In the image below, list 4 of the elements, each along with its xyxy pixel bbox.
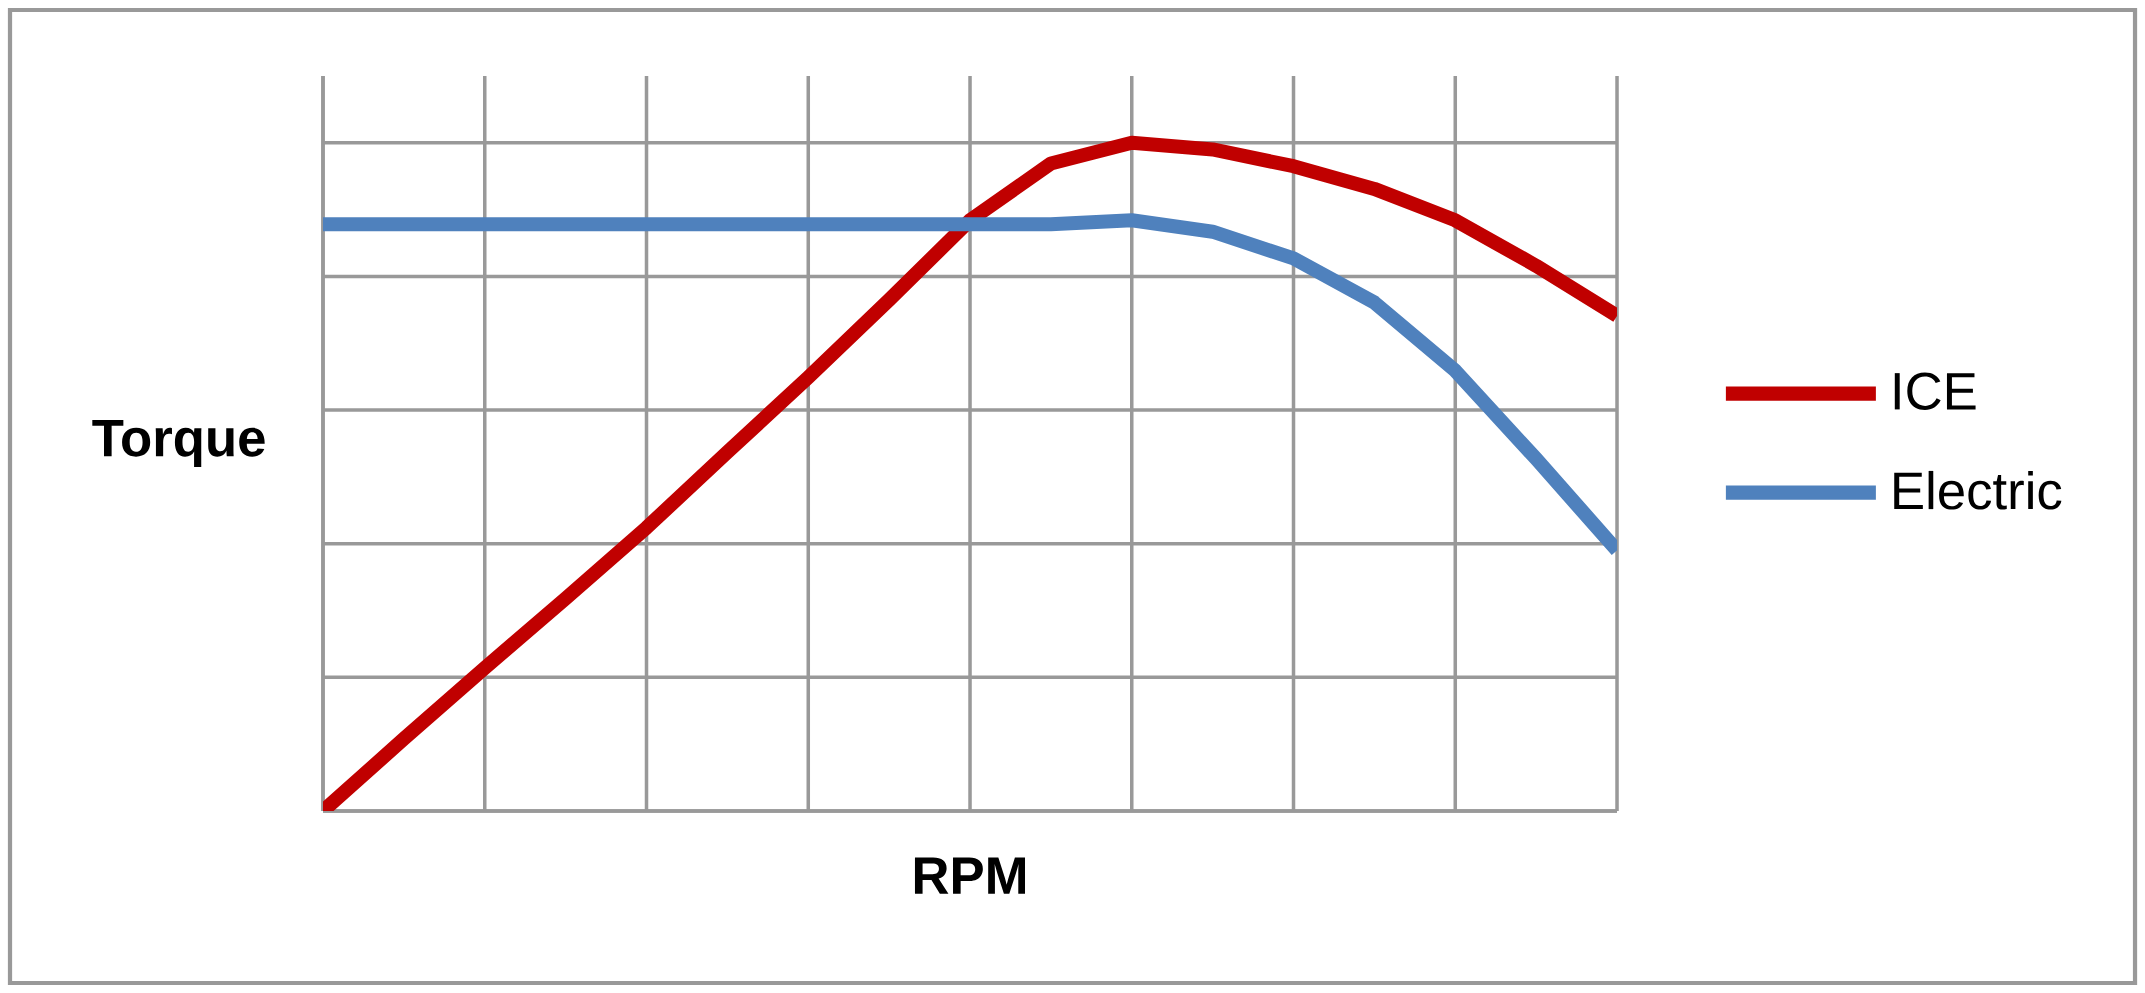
legend-label: ICE [1894,372,1976,410]
y-axis-title: Torque [92,419,265,468]
legend-label: Electric [1894,470,2062,510]
x-axis-title: RPM [914,857,1026,894]
